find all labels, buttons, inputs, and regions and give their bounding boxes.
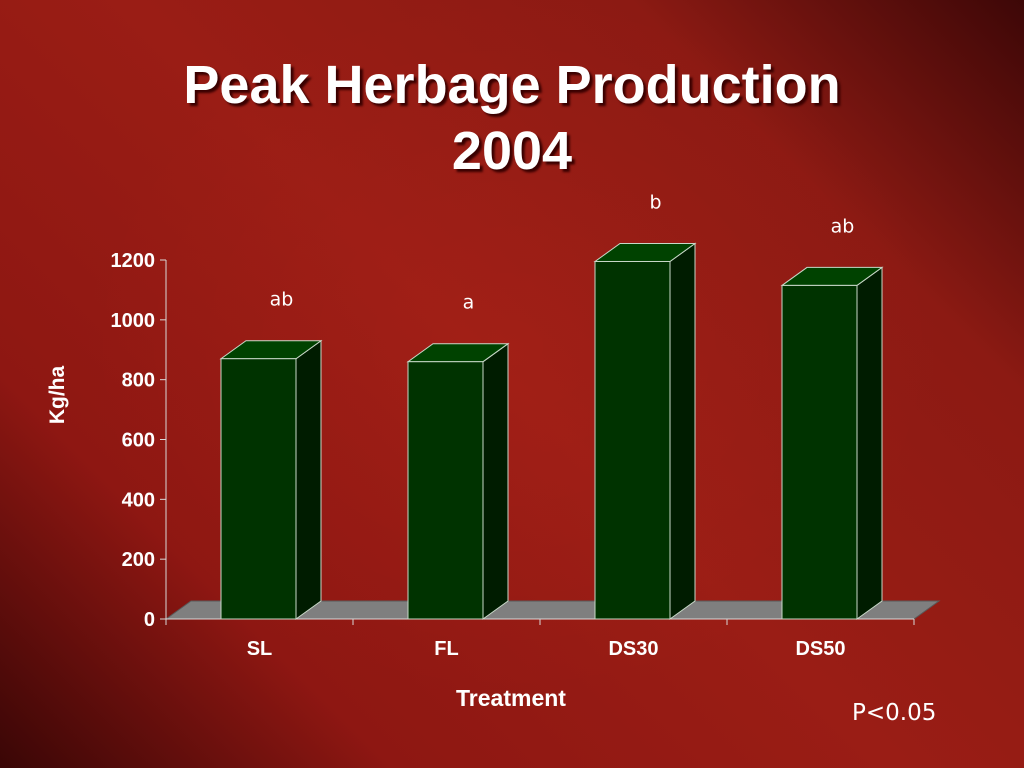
significance-letter: ab — [270, 289, 294, 311]
x-axis-title: Treatment — [456, 685, 566, 711]
bar-front-face — [220, 358, 297, 620]
y-axis-title: Kg/ha — [46, 366, 69, 425]
y-tick-label: 600 — [122, 430, 155, 452]
bar-front-face — [781, 284, 858, 620]
y-tick-label: 0 — [144, 609, 155, 631]
y-tick-label: 200 — [122, 549, 155, 571]
x-tick-label: DS50 — [795, 638, 845, 660]
chart-bar-layer — [219, 242, 884, 620]
bar-sl — [219, 339, 323, 620]
chart-label-layer: SL ab FL a DS30 b DS50 ab Treatment Kg/ha — [46, 191, 854, 711]
bar-front-face — [407, 361, 484, 620]
slide-title: Peak Herbage Production 2004 — [0, 52, 1024, 184]
significance-letter: a — [463, 292, 475, 314]
bar-side-face — [295, 339, 322, 620]
y-tick-label: 800 — [122, 370, 155, 392]
bar-fl — [406, 342, 510, 620]
bar-front-face — [594, 260, 671, 620]
y-tick-label: 400 — [122, 489, 155, 511]
bar-side-face — [856, 266, 883, 620]
y-tick-label: 1200 — [111, 250, 156, 272]
x-tick-label: DS30 — [608, 638, 658, 660]
bar-ds30 — [593, 242, 697, 620]
significance-letter: ab — [831, 215, 855, 237]
y-tick-label: 1000 — [111, 310, 156, 332]
x-tick-label: SL — [247, 638, 273, 660]
bar-side-face — [482, 342, 509, 620]
slide-title-line-2: 2004 — [451, 121, 573, 181]
bar-ds50 — [780, 266, 884, 620]
significance-note: P<0.05 — [852, 700, 937, 726]
bar-side-face — [669, 242, 696, 620]
slide-title-line-1: Peak Herbage Production — [183, 55, 841, 115]
significance-letter: b — [649, 191, 661, 213]
x-tick-label: FL — [434, 638, 458, 660]
